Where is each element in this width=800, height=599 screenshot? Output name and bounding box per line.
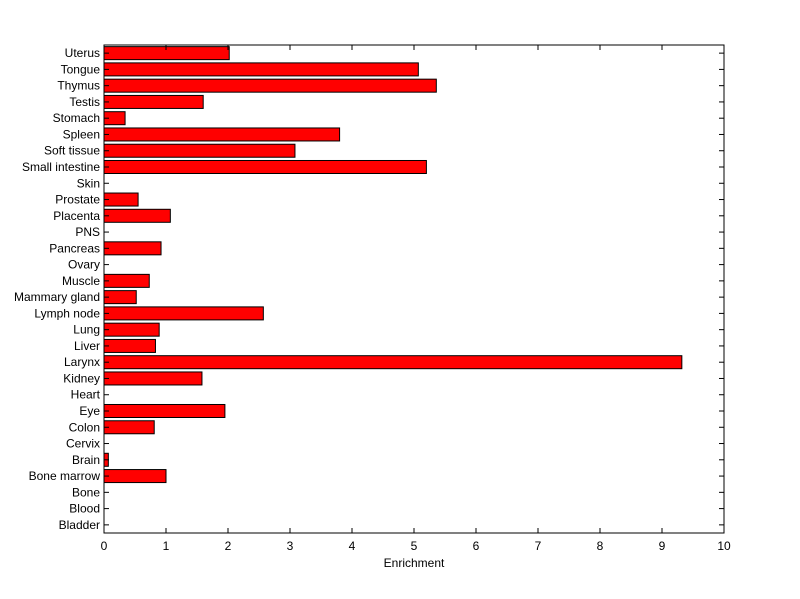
y-tick-label: Larynx [64,355,100,369]
bar-tongue [103,62,419,77]
x-tick-label: 8 [597,539,604,553]
x-tick-label: 9 [659,539,666,553]
x-tick-label: 3 [287,539,294,553]
x-tick-label: 5 [411,539,418,553]
y-tick-label: Tongue [61,62,101,76]
x-tick-label: 10 [717,539,731,553]
bar-lung [103,322,160,337]
y-tick-label: Mammary gland [14,290,100,304]
bar-colon [103,420,155,435]
y-tick-label: Small intestine [22,160,100,174]
bar-thymus [103,78,437,93]
x-tick-label: 4 [349,539,356,553]
y-tick-label: Eye [79,404,100,418]
y-tick-label: Cervix [66,437,100,451]
x-tick-label: 6 [473,539,480,553]
y-tick-label: Uterus [65,46,100,60]
bar-soft-tissue [103,143,296,158]
y-tick-label: Lung [73,323,100,337]
bar-muscle [103,273,150,288]
y-tick-label: Pancreas [49,241,100,255]
y-tick-label: PNS [75,225,100,239]
y-tick-label: Bone marrow [29,469,101,483]
x-tick-label: 0 [101,539,108,553]
y-tick-label: Thymus [57,79,100,93]
y-tick-label: Heart [71,388,101,402]
y-tick-label: Soft tissue [44,144,100,158]
bar-spleen [103,127,341,142]
bar-prostate [103,192,139,207]
y-axis-ticks: Bladder Blood Bone Bone marrow Brain Cervix Co… [14,46,724,532]
x-tick-label: 7 [535,539,542,553]
bar-eye [103,403,226,418]
bars-group [103,46,683,484]
y-tick-label: Testis [69,95,100,109]
bar-kidney [103,371,203,386]
y-tick-label: Bone [72,485,100,499]
bar-bone-marrow [103,469,167,484]
y-tick-label: Stomach [53,111,100,125]
y-tick-label: Skin [77,176,100,190]
y-tick-label: Muscle [62,274,100,288]
y-tick-label: Kidney [63,371,100,385]
bar-liver [103,338,156,353]
bar-uterus [103,46,230,61]
x-axis-ticks: 0 1 2 3 4 5 6 7 8 9 10 [101,45,731,553]
y-tick-label: Lymph node [34,306,100,320]
x-tick-label: 1 [163,539,170,553]
y-tick-label: Spleen [63,127,100,141]
y-tick-label: Placenta [53,209,100,223]
y-tick-label: Colon [69,420,100,434]
bar-placenta [103,208,171,223]
y-tick-label: Brain [72,453,100,467]
bar-lymph-node [103,306,264,321]
y-tick-label: Prostate [55,193,100,207]
bar-pancreas [103,241,162,256]
y-tick-label: Ovary [68,258,100,272]
x-axis-label: Enrichment [384,556,445,570]
bar-small-intestine [103,159,427,175]
y-tick-label: Liver [74,339,100,353]
x-tick-label: 2 [225,539,232,553]
bar-larynx [103,355,683,370]
bar-testis [103,94,204,109]
y-tick-label: Bladder [59,518,100,532]
y-tick-label: Blood [69,502,100,516]
plot-frame [103,44,725,534]
